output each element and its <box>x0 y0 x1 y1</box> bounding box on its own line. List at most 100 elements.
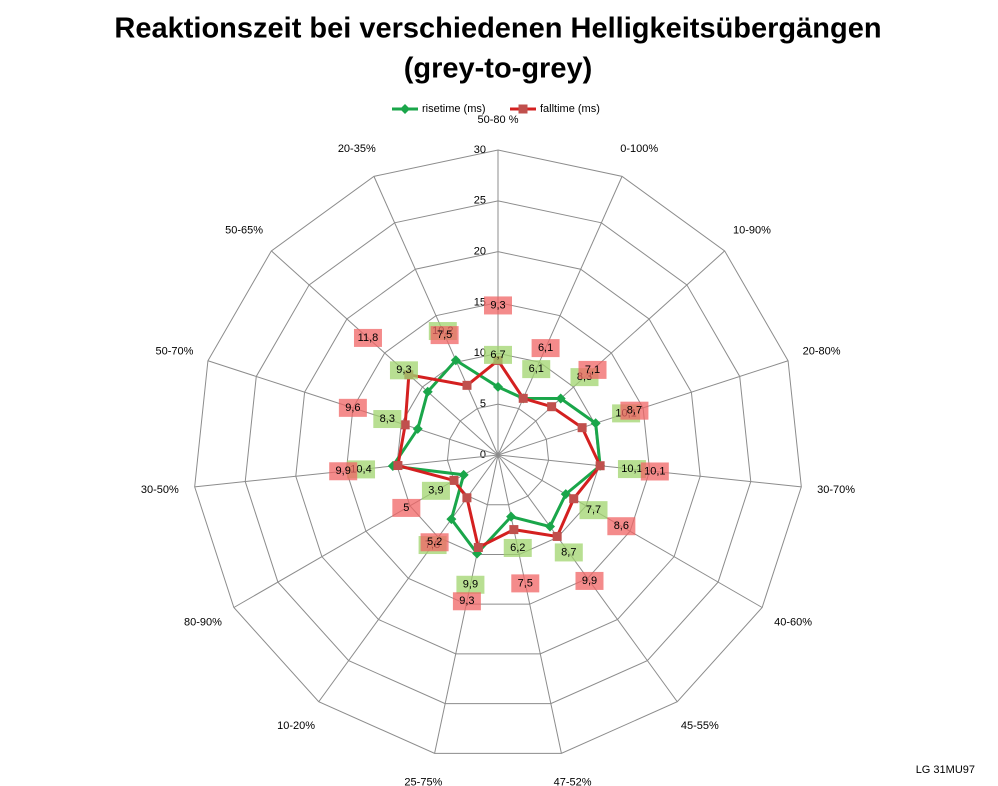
marker <box>462 380 472 390</box>
data-label: 9,6 <box>345 402 360 414</box>
marker <box>462 493 472 503</box>
legend-marker <box>518 104 528 114</box>
grid-ring <box>345 301 651 605</box>
data-label-box <box>484 296 512 315</box>
marker <box>560 489 571 500</box>
marker <box>544 521 555 532</box>
category-label: 30-70% <box>817 484 855 496</box>
category-label: 10-20% <box>277 720 315 732</box>
marker <box>449 475 459 485</box>
category-label: 20-35% <box>338 143 376 155</box>
r-tick-label: 5 <box>480 398 486 410</box>
r-tick-label: 10 <box>474 347 486 359</box>
data-label-box <box>421 481 450 500</box>
series-line <box>390 358 602 556</box>
data-label: 8,6 <box>614 520 629 532</box>
category-label: 45-55% <box>681 720 719 732</box>
grid-ring <box>295 251 701 655</box>
data-label-box <box>607 517 636 536</box>
marker <box>450 355 461 366</box>
data-label-box <box>578 360 607 379</box>
data-label: 7,5 <box>518 577 533 589</box>
marker <box>518 393 528 403</box>
category-label: 50-80 % <box>478 114 519 126</box>
legend-marker <box>400 104 410 114</box>
category-label: 30-50% <box>141 484 179 496</box>
data-label-box <box>640 462 669 481</box>
data-label-box <box>338 398 367 417</box>
data-label-box <box>329 462 358 481</box>
data-label: 6,1 <box>538 342 553 354</box>
marker <box>555 393 566 404</box>
chart-title: (grey-to-grey) <box>404 53 593 85</box>
data-label: 9,9 <box>463 579 478 591</box>
data-label-box <box>531 339 560 358</box>
data-label-box <box>575 571 604 590</box>
data-label: 5 <box>403 502 409 514</box>
spoke <box>497 454 562 754</box>
category-label: 50-70% <box>155 345 193 357</box>
data-label: 5,2 <box>427 536 442 548</box>
spoke <box>497 250 725 456</box>
data-label: 7,5 <box>437 329 452 341</box>
spoke <box>373 176 499 456</box>
grid-ring <box>194 149 802 754</box>
data-label: 11,8 <box>358 332 379 344</box>
category-label: 50-65% <box>225 225 263 237</box>
data-label: 9,3 <box>459 595 474 607</box>
data-label: 6,7 <box>490 349 505 361</box>
chart-title: Reaktionszeit bei verschiedenen Helligke… <box>114 13 881 45</box>
data-label-box <box>620 401 649 420</box>
marker <box>473 542 483 552</box>
data-label: 9,9 <box>336 465 351 477</box>
category-label: 47-52% <box>554 777 592 786</box>
r-tick-label: 15 <box>474 296 486 308</box>
data-label-box <box>617 460 646 479</box>
grid-ring <box>396 352 600 555</box>
data-label-box <box>503 538 532 557</box>
data-label-box <box>522 360 551 379</box>
category-label: 80-90% <box>184 616 222 628</box>
marker <box>493 381 503 392</box>
data-label: 7,7 <box>586 504 601 516</box>
data-label: 10,1 <box>644 465 665 477</box>
marker <box>577 423 587 433</box>
marker <box>552 531 562 541</box>
marker <box>422 386 433 397</box>
data-label: 9,9 <box>582 575 597 587</box>
data-label: 6,1 <box>529 363 544 375</box>
data-label: 7,1 <box>585 364 600 376</box>
data-label: 10,1 <box>621 463 642 475</box>
spoke <box>497 176 623 456</box>
marker <box>458 469 469 480</box>
data-label-box <box>389 361 418 380</box>
data-label: 3,9 <box>428 485 443 497</box>
data-label: 9,3 <box>490 299 505 311</box>
marker <box>547 402 557 412</box>
plot <box>387 355 606 559</box>
category-label: 20-80% <box>803 345 841 357</box>
data-label-box <box>430 326 459 345</box>
data-label-box <box>456 575 485 594</box>
data-label-box <box>392 498 421 517</box>
grid: 0 5 10 15 20 25 30 50-80 % 0-100% 10-90% 20-80% 30-… <box>141 114 855 786</box>
data-label-box <box>579 501 608 520</box>
data-label-box <box>484 345 512 364</box>
data-label-box <box>554 543 583 562</box>
data-label-box <box>373 410 402 429</box>
grid-ring <box>446 403 550 506</box>
legend-label: falltime (ms) <box>540 103 600 115</box>
spoke <box>271 250 499 456</box>
series-line <box>396 358 602 550</box>
category-label: 10-90% <box>733 225 771 237</box>
data-label-box <box>511 574 540 593</box>
data-label: 6,2 <box>510 542 525 554</box>
marker <box>393 461 403 471</box>
data-label-box <box>420 533 449 552</box>
footnote: LG 31MU97 <box>916 764 975 776</box>
data-labels: 6,76,18,310,110,17,78,76,29,97,83,910,48… <box>329 296 669 611</box>
grid-ring <box>244 200 752 705</box>
marker <box>509 525 519 535</box>
